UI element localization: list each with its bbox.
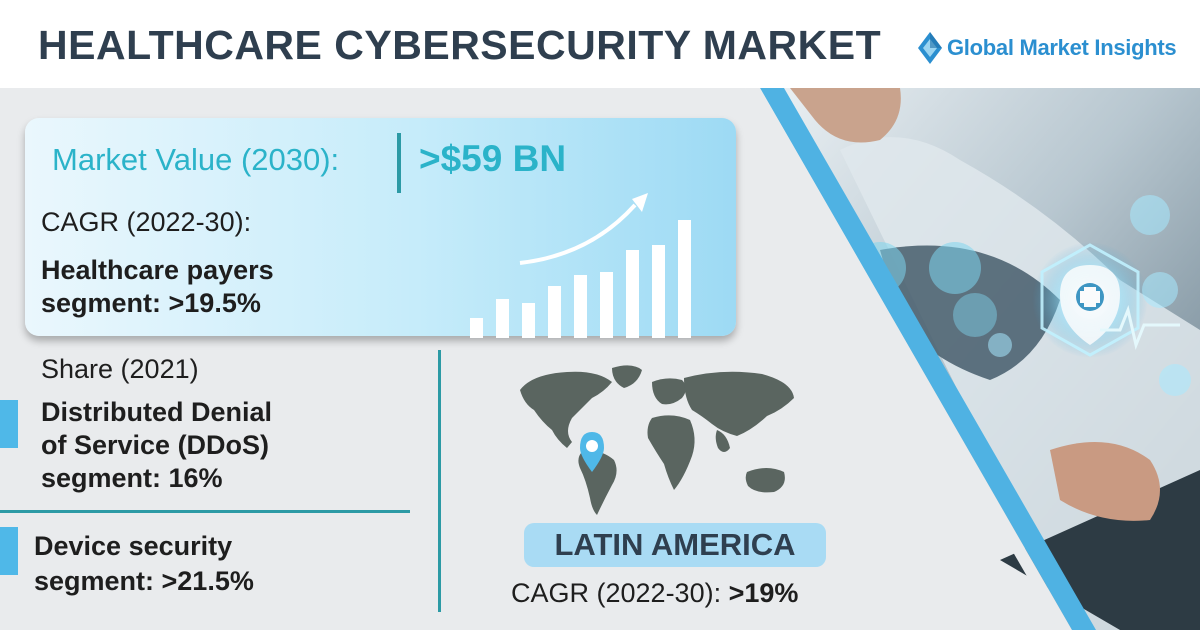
up-arrow-icon (519, 203, 637, 265)
cagr-segment-line-1: Healthcare payers (41, 255, 274, 285)
share-segment-line-3: segment: 16% (41, 463, 223, 493)
growth-bars-icon (470, 193, 691, 338)
brand-logo: Global Market Insights (917, 28, 1177, 68)
share-segment-line-2: of Service (DDoS) (41, 430, 270, 460)
market-value: >$59 BN (419, 138, 567, 179)
region-name: LATIN AMERICA (554, 527, 796, 562)
device-accent-tab (0, 527, 18, 575)
market-value-card (25, 118, 736, 336)
cagr-label: CAGR (2022-30): (41, 207, 252, 237)
device-segment-line-1: Device security (34, 531, 233, 561)
world-map-icon (520, 365, 794, 515)
market-value-divider (397, 133, 401, 193)
share-label: Share (2021) (41, 354, 199, 384)
section-divider (0, 510, 410, 513)
region-cagr-value: >19% (728, 578, 799, 608)
page-title: HEALTHCARE CYBERSECURITY MARKET (38, 22, 882, 68)
region-cagr-label: CAGR (2022-30): (511, 578, 729, 608)
region-badge: LATIN AMERICA (524, 523, 826, 567)
location-pin-icon (580, 432, 604, 472)
diamond-logo-icon (918, 32, 942, 64)
share-accent-tab (0, 400, 18, 448)
cagr-segment-line-2: segment: >19.5% (41, 288, 261, 318)
device-segment-line-2: segment: >21.5% (34, 566, 254, 596)
region-cagr: CAGR (2022-30): >19% (511, 578, 798, 609)
column-divider (438, 350, 441, 612)
share-segment-line-1: Distributed Denial (41, 397, 273, 427)
market-value-label: Market Value (2030): (52, 142, 340, 177)
brand-name: Global Market Insights (947, 35, 1177, 60)
